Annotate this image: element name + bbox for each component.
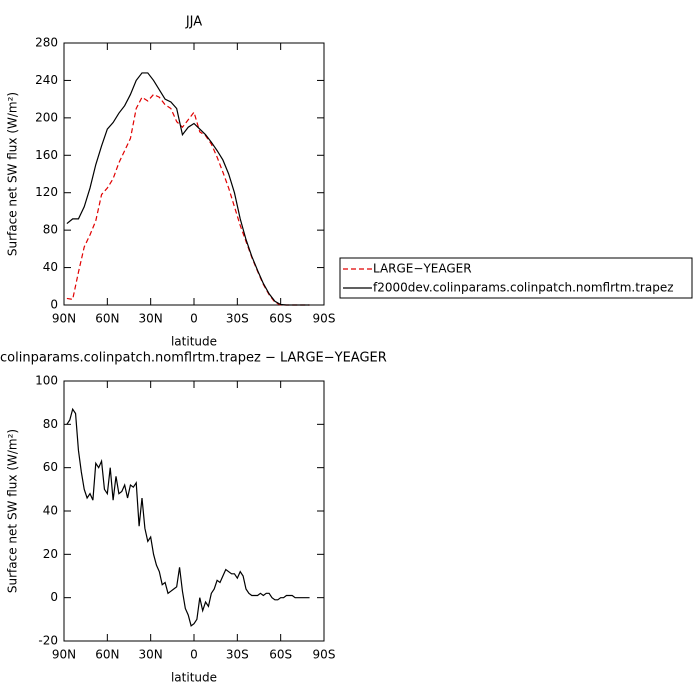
legend-label: LARGE−YEAGER: [373, 262, 472, 276]
y-tick-label: 80: [43, 417, 58, 431]
y-tick-label: 0: [50, 590, 58, 604]
x-tick-label: 60S: [269, 312, 292, 326]
y-tick-label: 80: [43, 223, 58, 237]
x-tick-label: 90N: [52, 312, 76, 326]
x-tick-label: 60N: [95, 648, 119, 662]
x-axis-label: latitude: [171, 335, 217, 349]
y-tick-label: -20: [38, 634, 58, 648]
y-tick-label: 60: [43, 460, 58, 474]
y-tick-label: 120: [35, 185, 58, 199]
x-tick-label: 30S: [226, 648, 249, 662]
legend-label: f2000dev.colinparams.colinpatch.nomflrtm…: [373, 281, 674, 295]
x-tick-label: 60S: [269, 648, 292, 662]
plot-frame: [63, 42, 325, 306]
x-tick-label: 90S: [313, 648, 336, 662]
data-line: [66, 72, 310, 306]
x-tick-label: 60N: [95, 312, 119, 326]
y-tick-label: 240: [35, 73, 58, 87]
x-tick-label: 0: [190, 648, 198, 662]
x-tick-label: 0: [190, 312, 198, 326]
y-axis-label: Surface net SW flux (W/m²): [6, 92, 20, 256]
plot-frame: [63, 380, 325, 642]
x-tick-label: 30N: [139, 648, 163, 662]
y-axis-label: Surface net SW flux (W/m²): [6, 429, 20, 593]
y-tick-label: 160: [35, 148, 58, 162]
y-tick-label: 40: [43, 504, 58, 518]
y-tick-label: 0: [50, 298, 58, 312]
chart-title: JJA: [185, 15, 202, 30]
x-tick-label: 30S: [226, 312, 249, 326]
y-tick-label: 280: [35, 36, 58, 50]
y-tick-label: 200: [35, 110, 58, 124]
data-line: [66, 407, 310, 627]
data-line: [66, 93, 310, 306]
x-tick-label: 90N: [52, 648, 76, 662]
x-tick-label: 30N: [139, 312, 163, 326]
y-tick-label: 20: [43, 547, 58, 561]
y-tick-label: 40: [43, 260, 58, 274]
y-tick-label: 100: [35, 374, 58, 388]
x-tick-label: 90S: [313, 312, 336, 326]
legend-box: [339, 257, 693, 299]
x-axis-label: latitude: [171, 671, 217, 685]
chart-title: colinparams.colinpatch.nomflrtm.trapez −…: [0, 351, 387, 366]
